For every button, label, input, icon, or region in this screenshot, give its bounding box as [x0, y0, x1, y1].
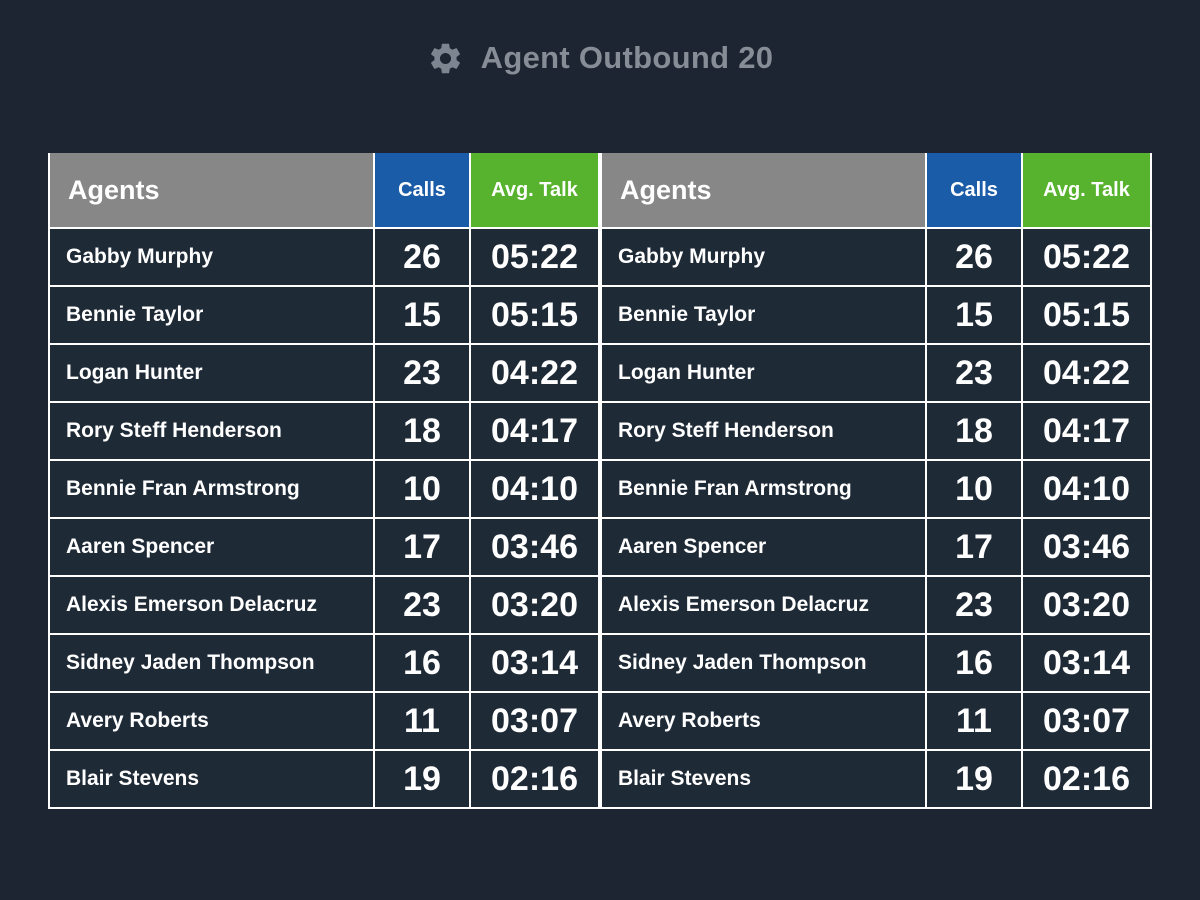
calls-cell: 10: [373, 459, 471, 519]
agent-name-cell: Sidney Jaden Thompson: [600, 633, 927, 693]
agent-name-cell: Rory Steff Henderson: [600, 401, 927, 461]
avg-talk-cell: 05:15: [469, 285, 600, 345]
agent-name-cell: Gabby Murphy: [48, 227, 375, 287]
table-row: Bennie Taylor 15 05:15: [600, 285, 1152, 345]
avg-talk-cell: 03:20: [469, 575, 600, 635]
agent-name-cell: Gabby Murphy: [600, 227, 927, 287]
agent-name-cell: Sidney Jaden Thompson: [48, 633, 375, 693]
calls-cell: 23: [925, 343, 1023, 403]
agent-name-cell: Alexis Emerson Delacruz: [48, 575, 375, 635]
column-header-agents: Agents: [48, 153, 375, 229]
avg-talk-cell: 04:22: [1021, 343, 1152, 403]
avg-talk-cell: 05:15: [1021, 285, 1152, 345]
table-row: Aaren Spencer 17 03:46: [600, 517, 1152, 577]
table-row: Aaren Spencer 17 03:46: [48, 517, 600, 577]
avg-talk-cell: 05:22: [1021, 227, 1152, 287]
calls-cell: 18: [373, 401, 471, 461]
avg-talk-cell: 04:17: [469, 401, 600, 461]
calls-cell: 16: [925, 633, 1023, 693]
table-row: Gabby Murphy 26 05:22: [48, 227, 600, 287]
calls-cell: 23: [925, 575, 1023, 635]
avg-talk-cell: 02:16: [1021, 749, 1152, 809]
agent-name-cell: Avery Roberts: [600, 691, 927, 751]
table-body: Gabby Murphy 26 05:22 Bennie Taylor 15 05:15 L…: [600, 227, 1152, 809]
table-header: Agents Calls Avg. Talk: [600, 153, 1152, 229]
calls-cell: 17: [925, 517, 1023, 577]
avg-talk-cell: 03:07: [1021, 691, 1152, 751]
calls-cell: 15: [373, 285, 471, 345]
avg-talk-cell: 05:22: [469, 227, 600, 287]
table-row: Alexis Emerson Delacruz 23 03:20: [600, 575, 1152, 635]
calls-cell: 23: [373, 343, 471, 403]
column-header-avg-talk: Avg. Talk: [469, 153, 600, 229]
avg-talk-cell: 03:46: [1021, 517, 1152, 577]
calls-cell: 16: [373, 633, 471, 693]
agent-name-cell: Bennie Taylor: [600, 285, 927, 345]
table-header: Agents Calls Avg. Talk: [48, 153, 600, 229]
agent-name-cell: Alexis Emerson Delacruz: [600, 575, 927, 635]
table-row: Bennie Taylor 15 05:15: [48, 285, 600, 345]
avg-talk-cell: 04:10: [1021, 459, 1152, 519]
agent-name-cell: Blair Stevens: [600, 749, 927, 809]
avg-talk-cell: 03:46: [469, 517, 600, 577]
header-row: Agents Calls Avg. Talk: [600, 153, 1152, 229]
calls-cell: 17: [373, 517, 471, 577]
avg-talk-cell: 03:07: [469, 691, 600, 751]
calls-cell: 11: [925, 691, 1023, 751]
table-row: Rory Steff Henderson 18 04:17: [48, 401, 600, 461]
agent-name-cell: Bennie Fran Armstrong: [600, 459, 927, 519]
tables-container: Agents Calls Avg. Talk Gabby Murphy 26 05:…: [0, 153, 1200, 809]
table-row: Blair Stevens 19 02:16: [600, 749, 1152, 809]
calls-cell: 15: [925, 285, 1023, 345]
avg-talk-cell: 03:20: [1021, 575, 1152, 635]
avg-talk-cell: 02:16: [469, 749, 600, 809]
agent-name-cell: Logan Hunter: [600, 343, 927, 403]
table-row: Gabby Murphy 26 05:22: [600, 227, 1152, 287]
table-row: Avery Roberts 11 03:07: [600, 691, 1152, 751]
table-body: Gabby Murphy 26 05:22 Bennie Taylor 15 05:15 L…: [48, 227, 600, 809]
avg-talk-cell: 04:22: [469, 343, 600, 403]
agent-name-cell: Blair Stevens: [48, 749, 375, 809]
agent-name-cell: Rory Steff Henderson: [48, 401, 375, 461]
calls-cell: 26: [373, 227, 471, 287]
table-row: Blair Stevens 19 02:16: [48, 749, 600, 809]
agent-name-cell: Aaren Spencer: [600, 517, 927, 577]
table-row: Sidney Jaden Thompson 16 03:14: [600, 633, 1152, 693]
table-row: Avery Roberts 11 03:07: [48, 691, 600, 751]
column-header-calls: Calls: [925, 153, 1023, 229]
agent-name-cell: Aaren Spencer: [48, 517, 375, 577]
agent-name-cell: Avery Roberts: [48, 691, 375, 751]
table-row: Logan Hunter 23 04:22: [600, 343, 1152, 403]
calls-cell: 26: [925, 227, 1023, 287]
table-row: Bennie Fran Armstrong 10 04:10: [600, 459, 1152, 519]
table-row: Logan Hunter 23 04:22: [48, 343, 600, 403]
agent-name-cell: Logan Hunter: [48, 343, 375, 403]
agent-table-left: Agents Calls Avg. Talk Gabby Murphy 26 05:…: [48, 153, 600, 809]
page-title: Agent Outbound 20: [480, 40, 774, 75]
avg-talk-cell: 03:14: [1021, 633, 1152, 693]
avg-talk-cell: 04:10: [469, 459, 600, 519]
agent-table-right: Agents Calls Avg. Talk Gabby Murphy 26 05:…: [600, 153, 1152, 809]
agent-name-cell: Bennie Taylor: [48, 285, 375, 345]
table-row: Alexis Emerson Delacruz 23 03:20: [48, 575, 600, 635]
gear-icon[interactable]: [427, 40, 464, 77]
agent-name-cell: Bennie Fran Armstrong: [48, 459, 375, 519]
calls-cell: 19: [373, 749, 471, 809]
avg-talk-cell: 04:17: [1021, 401, 1152, 461]
column-header-avg-talk: Avg. Talk: [1021, 153, 1152, 229]
header-row: Agents Calls Avg. Talk: [48, 153, 600, 229]
calls-cell: 18: [925, 401, 1023, 461]
table-row: Sidney Jaden Thompson 16 03:14: [48, 633, 600, 693]
column-header-agents: Agents: [600, 153, 927, 229]
avg-talk-cell: 03:14: [469, 633, 600, 693]
calls-cell: 23: [373, 575, 471, 635]
table-row: Rory Steff Henderson 18 04:17: [600, 401, 1152, 461]
wallboard-page: Agent Outbound 20 Agents Calls Avg. Talk…: [0, 0, 1200, 809]
title-bar: Agent Outbound 20: [0, 0, 1200, 85]
table-row: Bennie Fran Armstrong 10 04:10: [48, 459, 600, 519]
calls-cell: 10: [925, 459, 1023, 519]
calls-cell: 19: [925, 749, 1023, 809]
calls-cell: 11: [373, 691, 471, 751]
column-header-calls: Calls: [373, 153, 471, 229]
